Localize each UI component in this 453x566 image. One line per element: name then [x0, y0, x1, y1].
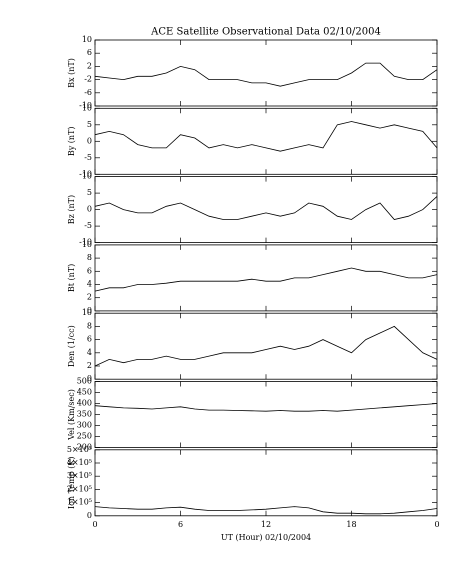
data-line — [94, 121, 438, 152]
y-tick-label: 10 — [82, 172, 92, 181]
y-tick-label: 250 — [77, 432, 92, 441]
y-tick-label: 300 — [77, 421, 92, 430]
y-tick-label: 400 — [77, 399, 92, 408]
y-tick-label: -10 — [79, 169, 92, 178]
data-line — [94, 325, 438, 367]
data-line — [94, 267, 438, 292]
panel-frame — [94, 244, 438, 312]
y-tick-label: 2 — [87, 293, 92, 302]
y-tick-label: 2 — [87, 61, 92, 70]
y-tick-label: 3×10⁵ — [67, 471, 92, 480]
y-tick-label: 0 — [87, 374, 92, 383]
y-tick-label: 2 — [87, 361, 92, 370]
panel-frame — [94, 39, 438, 107]
x-axis-label: UT (Hour) 02/10/2004 — [221, 533, 311, 542]
y-tick-label: 10 — [82, 103, 92, 112]
panel-frame — [94, 312, 438, 380]
x-tick-label: 6 — [178, 520, 183, 529]
y-tick-label: 6 — [87, 48, 92, 57]
data-line — [94, 506, 438, 515]
x-tick-label: 0 — [92, 520, 97, 529]
chart-title: ACE Satellite Observational Data 02/10/2… — [150, 27, 381, 38]
y-tick-label: 0 — [87, 511, 92, 520]
y-tick-label: 5×10⁵ — [67, 445, 92, 454]
y-tick-label: -5 — [84, 153, 92, 162]
y-tick-label: -10 — [79, 101, 92, 110]
y-tick-label: 4 — [87, 348, 92, 357]
x-tick-label: 18 — [346, 520, 356, 529]
y-tick-label: 0 — [87, 136, 92, 145]
y-axis-label: Bz (nT) — [67, 195, 76, 224]
y-tick-label: -6 — [84, 88, 92, 97]
data-line — [94, 196, 438, 220]
y-tick-label: 8 — [87, 253, 92, 262]
y-tick-label: 4×10⁵ — [67, 458, 92, 467]
panel-frame — [94, 381, 438, 448]
y-tick-label: 5 — [87, 188, 92, 197]
y-tick-label: -5 — [84, 221, 92, 230]
y-tick-label: 0 — [87, 205, 92, 214]
y-tick-label: 2×10⁵ — [67, 484, 92, 493]
data-line — [94, 403, 438, 412]
data-line — [94, 62, 438, 87]
y-tick-label: 10 — [82, 308, 92, 317]
y-tick-label: 4 — [87, 280, 92, 289]
y-tick-label: 500 — [77, 377, 92, 386]
panel-frame — [94, 107, 438, 175]
y-tick-label: 200 — [77, 443, 92, 452]
y-tick-label: 350 — [77, 410, 92, 419]
x-tick-label: 12 — [261, 520, 271, 529]
y-axis-label: Ion Temp (K) — [67, 457, 76, 510]
y-tick-label: 0 — [87, 306, 92, 315]
y-tick-label: 8 — [87, 321, 92, 330]
y-tick-label: 10 — [82, 35, 92, 44]
panel-frame — [94, 449, 438, 517]
y-tick-label: 5 — [87, 120, 92, 129]
y-tick-label: 1×10⁵ — [67, 498, 92, 507]
y-axis-label: Vel (Km/sec) — [67, 389, 76, 441]
y-tick-label: 6 — [87, 335, 92, 344]
y-tick-label: 6 — [87, 266, 92, 275]
y-axis-label: Bt (nT) — [67, 264, 76, 292]
y-tick-label: 10 — [82, 240, 92, 249]
y-tick-label: -2 — [84, 75, 92, 84]
y-axis-label: Den (1/cc) — [67, 325, 76, 367]
y-axis-label: Bx (nT) — [67, 58, 76, 88]
y-tick-label: 450 — [77, 388, 92, 397]
y-axis-label: By (nT) — [67, 126, 76, 156]
x-tick-label: 0 — [434, 520, 439, 529]
y-tick-label: -10 — [79, 238, 92, 247]
